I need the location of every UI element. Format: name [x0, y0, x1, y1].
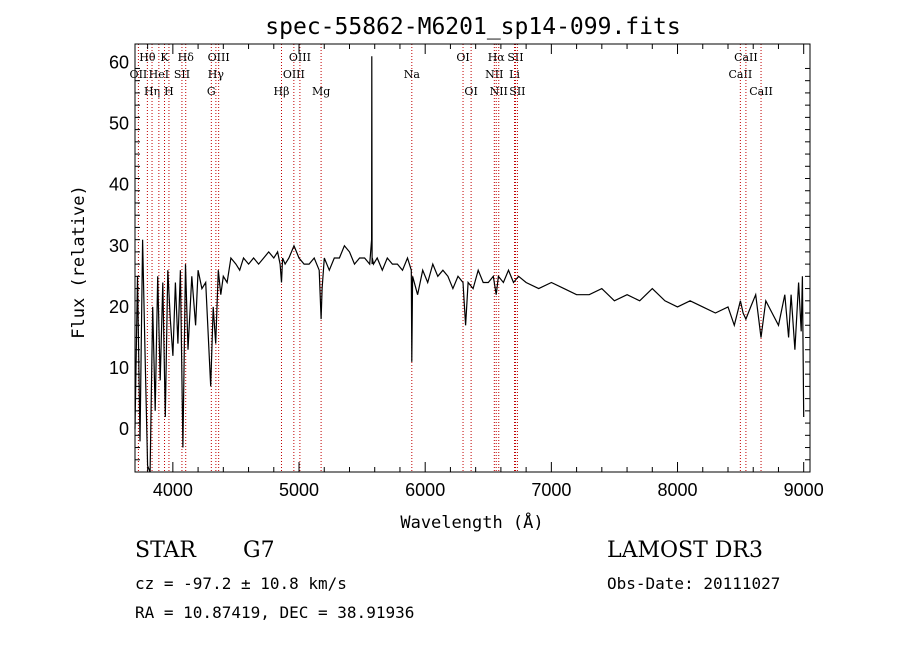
line-label: CaII — [734, 51, 758, 64]
object-class: STAR — [135, 538, 196, 563]
line-label: HeI — [149, 68, 169, 81]
y-tick-label: 30 — [109, 236, 129, 256]
survey-name: LAMOST DR3 — [607, 538, 763, 563]
x-tick-label: 4000 — [153, 480, 193, 500]
object-subclass: G7 — [243, 538, 275, 563]
line-label: OIII — [283, 68, 305, 81]
line-label: Hθ — [139, 51, 156, 64]
line-label: Hδ — [178, 51, 195, 64]
chart-title: spec-55862-M6201_sp14-099.fits — [265, 14, 680, 40]
y-tick-label: 50 — [109, 113, 129, 133]
line-label: Hγ — [208, 68, 225, 81]
line-label: OIII — [208, 51, 230, 64]
line-label: Hη — [144, 85, 160, 98]
plot-axes: 4000 5000 6000 7000 8000 9000 0 10 20 30 40 50 60 — [109, 43, 824, 500]
line-label: OI — [464, 85, 477, 98]
line-label: Mg — [312, 85, 330, 98]
y-tick-label: 10 — [109, 358, 129, 378]
observation-date: Obs-Date: 20111027 — [607, 574, 781, 593]
line-label: G — [207, 85, 216, 98]
spectral-line-markers: OIIHθHηHeIKHSIIHδGHγOIIIHβOIIIOIIIMgNaOI… — [130, 44, 773, 472]
line-label: H — [164, 85, 174, 98]
y-tick-label: 60 — [109, 52, 129, 72]
x-tick-label: 8000 — [657, 480, 697, 500]
line-label: NII — [485, 68, 503, 81]
line-label: NII — [490, 85, 508, 98]
ra-dec: RA = 10.87419, DEC = 38.91936 — [135, 603, 415, 622]
line-label: Na — [404, 68, 421, 81]
x-tick-label: 6000 — [405, 480, 445, 500]
redshift-cz: cz = -97.2 ± 10.8 km/s — [135, 574, 347, 593]
line-label: OI — [456, 51, 469, 64]
line-label: OII — [130, 68, 148, 81]
line-label: Li — [509, 68, 520, 81]
line-label: CaII — [749, 85, 773, 98]
line-label: CaII — [729, 68, 753, 81]
y-tick-label: 20 — [109, 297, 129, 317]
x-axis-label: Wavelength (Å) — [400, 511, 543, 533]
line-label: K — [160, 51, 169, 64]
y-tick-label: 0 — [119, 419, 129, 439]
x-tick-label: 5000 — [279, 480, 319, 500]
x-tick-label: 9000 — [784, 480, 824, 500]
line-label: OIII — [289, 51, 311, 64]
x-tick-label: 7000 — [531, 480, 571, 500]
y-tick-label: 40 — [109, 175, 129, 195]
line-label: SII — [509, 85, 525, 98]
y-axis-label: Flux (relative) — [69, 185, 89, 339]
line-label: SII — [174, 68, 190, 81]
plot-frame — [134, 43, 811, 473]
line-label: Hβ — [274, 85, 290, 98]
line-label: SII — [507, 51, 523, 64]
line-label: Hα — [488, 51, 506, 64]
spectrum-series-line — [134, 56, 805, 473]
